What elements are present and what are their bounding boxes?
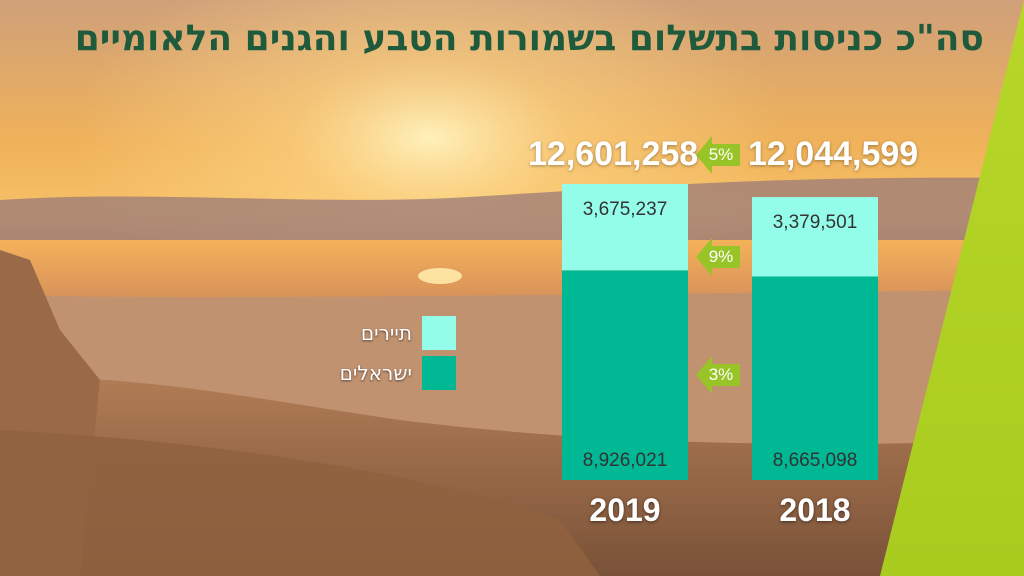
- chart-title: סה"כ כניסות בתשלום בשמורות הטבע והגנים ה…: [74, 18, 984, 59]
- total-label-2019: 12,601,258: [528, 135, 699, 173]
- legend-swatch-israelis: [422, 356, 456, 390]
- change-label-total: 5%: [708, 145, 734, 164]
- bar-tourists-2018: [752, 197, 878, 277]
- legend-swatch-tourists: [422, 316, 456, 350]
- change-arrow-israelis: [696, 356, 740, 394]
- legend-label-israelis: ישראלים: [339, 361, 412, 385]
- bar-tourists-2019: [562, 184, 688, 271]
- change-label-israelis: 3%: [708, 365, 734, 384]
- value-label-tourists-2018: 3,379,501: [772, 212, 858, 234]
- x-tick-2018: 2018: [779, 492, 851, 528]
- bar-israelis-2019: [562, 270, 688, 480]
- value-label-israelis-2019: 8,926,021: [582, 450, 668, 471]
- value-label-tourists-2019: 3,675,237: [582, 199, 668, 220]
- x-tick-2019: 2019: [589, 492, 661, 528]
- legend-label-tourists: תיירים: [360, 321, 412, 345]
- bar-israelis-2018: [752, 276, 878, 480]
- value-label-israelis-2018: 8,665,098: [772, 450, 858, 471]
- change-arrow-tourists: [696, 238, 740, 276]
- change-arrow-total: [696, 136, 740, 174]
- total-label-2018: 12,044,599: [748, 135, 919, 173]
- change-label-tourists: 9%: [708, 247, 734, 266]
